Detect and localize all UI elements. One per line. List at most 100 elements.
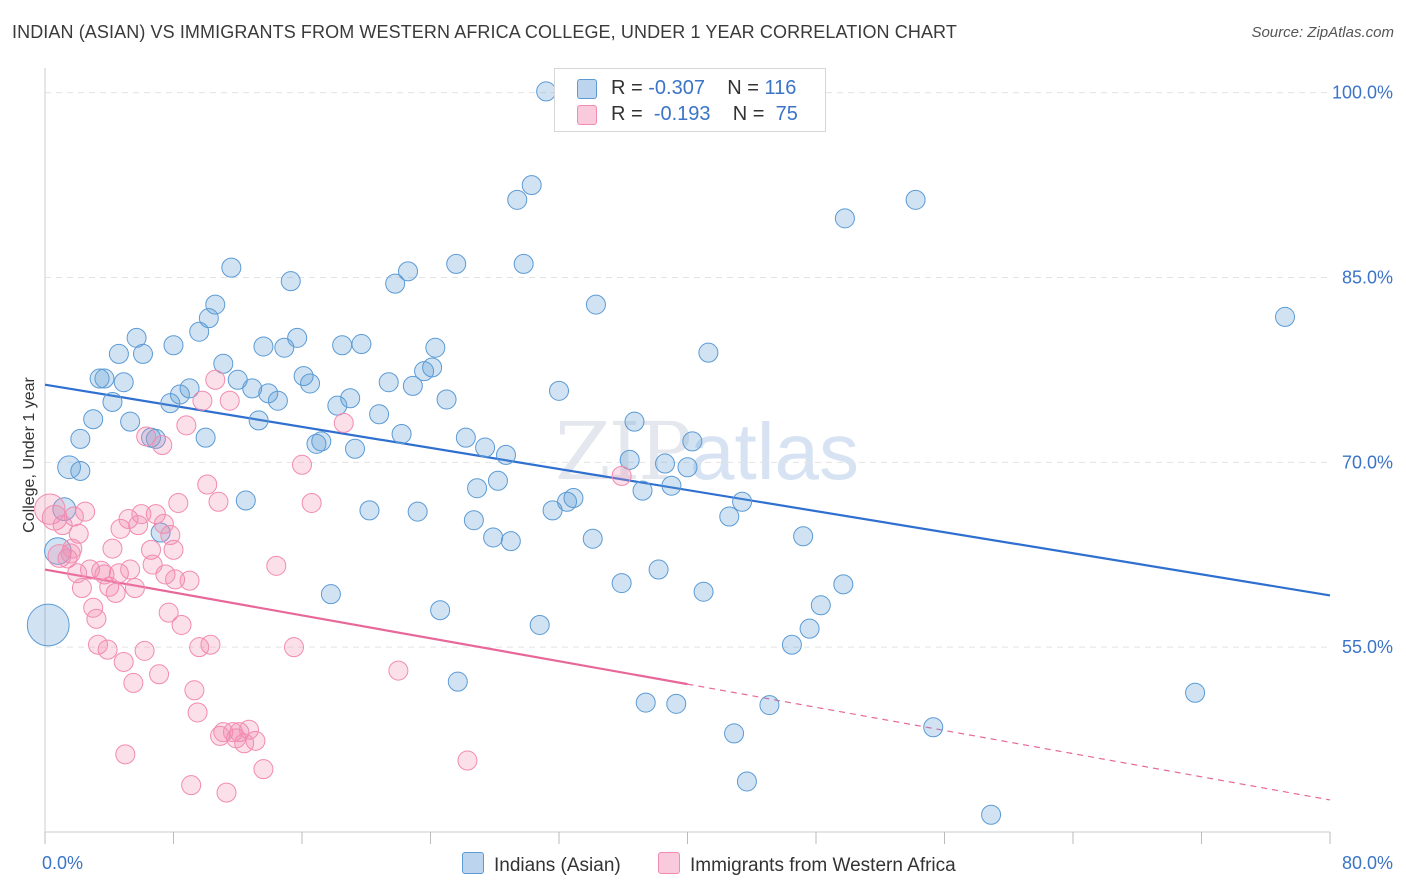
point-indians [619, 449, 640, 470]
point-indians [719, 506, 740, 527]
point-indians [248, 410, 269, 431]
point-indians [70, 460, 91, 481]
point-indians [513, 253, 534, 274]
point-indians [198, 308, 219, 329]
point-indians [475, 437, 496, 458]
point-western-africa [245, 730, 266, 751]
y-tick-label: 70.0% [1342, 452, 1393, 472]
point-indians [923, 717, 944, 738]
point-western-africa [187, 702, 208, 723]
point-western-africa [160, 525, 181, 546]
point-indians [655, 453, 676, 474]
point-indians [327, 395, 348, 416]
point-western-africa [141, 539, 162, 560]
point-indians [108, 343, 129, 364]
point-indians [632, 480, 653, 501]
point-indians [169, 384, 190, 405]
point-western-africa [158, 602, 179, 623]
point-western-africa [68, 523, 89, 544]
point-indians [507, 189, 528, 210]
axes [44, 68, 1331, 844]
point-western-africa [192, 390, 213, 411]
legend-n-label: N = [732, 103, 765, 125]
legend-swatch-pink [577, 105, 597, 125]
trend-line-extension [687, 683, 1331, 801]
point-western-africa [266, 555, 287, 576]
point-western-africa [120, 559, 141, 580]
point-indians [311, 431, 332, 452]
point-western-africa [155, 564, 176, 585]
point-indians [810, 595, 831, 616]
point-indians [455, 427, 476, 448]
point-western-africa [457, 750, 478, 771]
point-indians [724, 723, 745, 744]
point-indians [369, 404, 390, 425]
point-western-africa [197, 474, 218, 495]
point-indians [463, 510, 484, 531]
point-western-africa [301, 492, 322, 513]
point-indians [398, 261, 419, 282]
x-tick-label: 80.0% [1342, 853, 1393, 873]
point-western-africa [118, 509, 139, 530]
point-indians [385, 273, 406, 294]
y-axis-title: College, Under 1 year [21, 377, 38, 533]
point-western-africa [205, 369, 226, 390]
point-indians [693, 581, 714, 602]
point-indians [582, 528, 603, 549]
legend-r-label: R = [611, 77, 643, 99]
point-indians [89, 368, 110, 389]
point-indians [300, 373, 321, 394]
point-indians [759, 695, 780, 716]
legend-swatch-blue [577, 79, 597, 99]
point-western-africa [165, 569, 186, 590]
point-western-africa [238, 719, 259, 740]
point-indians [163, 335, 184, 356]
point-indians [94, 368, 115, 389]
point-western-africa [102, 538, 123, 559]
point-indians [834, 208, 855, 229]
point-western-africa [253, 759, 274, 780]
legend-r-value: -0.307 [648, 77, 705, 99]
watermark-atlas: atlas [690, 407, 859, 496]
point-indians [446, 253, 467, 274]
point-indians [661, 475, 682, 496]
point-indians [495, 444, 516, 465]
point-western-africa [136, 426, 157, 447]
point-western-africa [153, 513, 174, 534]
point-western-africa [283, 637, 304, 658]
point-indians [221, 257, 242, 278]
point-indians [549, 380, 569, 401]
bottom-legend-western-africa: Immigrants from Western Africa [658, 852, 956, 877]
point-western-africa [179, 570, 200, 591]
point-indians [1275, 306, 1296, 327]
trend-line [44, 383, 1331, 597]
point-indians [235, 490, 256, 511]
point-indians [732, 491, 753, 512]
point-western-africa [94, 564, 115, 585]
watermark: ZIPatlas [555, 405, 859, 498]
point-indians [793, 526, 814, 547]
bottom-swatch-pink [658, 852, 680, 874]
point-indians [26, 603, 70, 647]
point-western-africa [123, 672, 144, 693]
point-western-africa [181, 775, 202, 796]
y-tick-label: 85.0% [1342, 267, 1393, 287]
legend-text-western-africa: R = -0.193 N = 75 [611, 103, 798, 126]
point-western-africa [113, 651, 134, 672]
bottom-legend-indians: Indians (Asian) [462, 852, 621, 877]
point-indians [698, 342, 719, 363]
point-western-africa [149, 664, 170, 685]
point-indians [430, 600, 451, 621]
point-western-africa [184, 680, 205, 701]
chart-title: INDIAN (ASIAN) VS IMMIGRANTS FROM WESTER… [12, 22, 957, 42]
y-tick-label: 100.0% [1332, 83, 1393, 103]
point-western-africa [388, 660, 409, 681]
point-indians [635, 692, 656, 713]
point-indians [611, 573, 632, 594]
point-indians [905, 189, 926, 210]
point-indians [447, 671, 468, 692]
point-western-africa [128, 515, 149, 536]
point-indians [436, 389, 457, 410]
point-western-africa [168, 492, 189, 513]
